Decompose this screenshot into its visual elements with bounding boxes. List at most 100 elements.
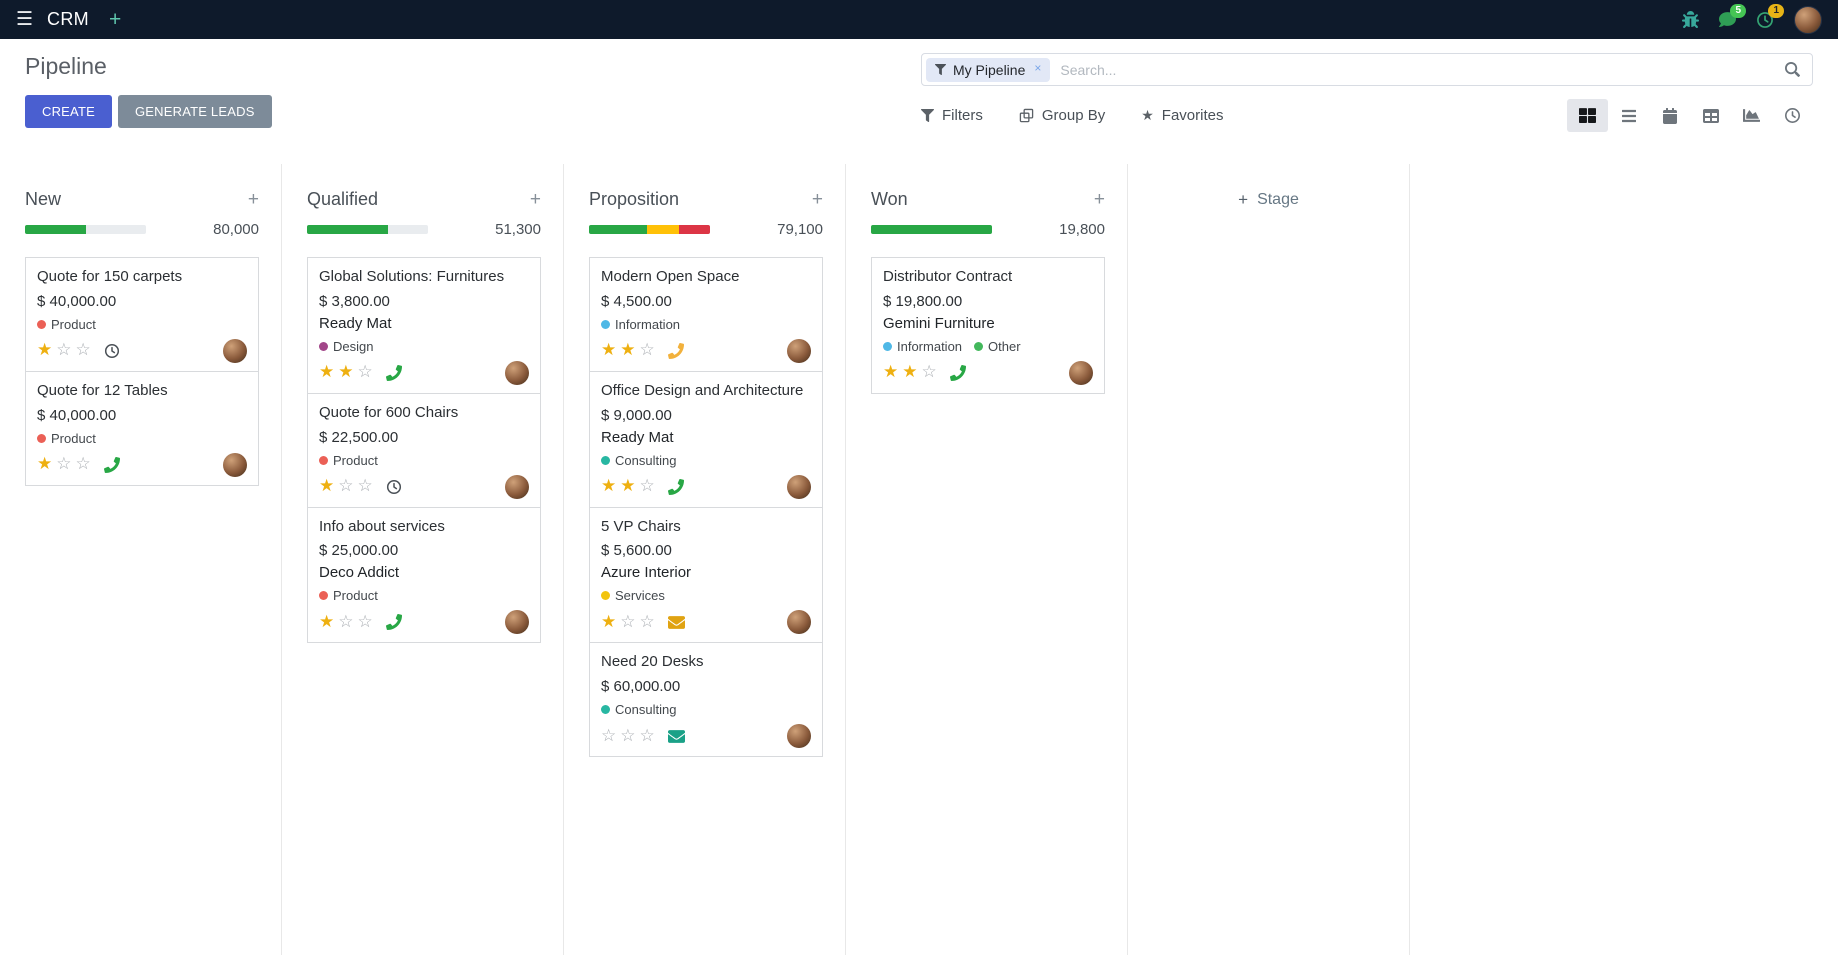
search-bar[interactable]: My Pipeline ×: [921, 53, 1813, 86]
salesperson-avatar[interactable]: [505, 610, 529, 635]
apps-menu-icon[interactable]: ☰: [16, 9, 34, 30]
column-progressbar[interactable]: [25, 225, 146, 234]
progress-segment[interactable]: [307, 225, 389, 234]
progress-segment[interactable]: [871, 225, 992, 234]
kanban-card[interactable]: Modern Open Space $ 4,500.00 Information…: [589, 257, 823, 372]
kanban-card[interactable]: Quote for 12 Tables $ 40,000.00 Product …: [25, 370, 259, 486]
priority-star[interactable]: ★: [883, 362, 899, 382]
column-quick-create-icon[interactable]: +: [811, 189, 823, 210]
priority-star[interactable]: ☆: [639, 340, 655, 360]
search-input[interactable]: [1050, 61, 1785, 78]
phone-activity-icon[interactable]: [103, 456, 120, 473]
search-facet[interactable]: My Pipeline ×: [926, 57, 1051, 82]
priority-star[interactable]: ☆: [639, 725, 655, 745]
phone-activity-icon[interactable]: [385, 364, 402, 381]
priority-star[interactable]: ☆: [75, 340, 91, 360]
topbar-plus-icon[interactable]: +: [108, 8, 122, 31]
view-kanban-button[interactable]: [1567, 99, 1608, 132]
priority-star[interactable]: ★: [620, 340, 636, 360]
priority-star[interactable]: ★: [902, 362, 918, 382]
progress-segment[interactable]: [678, 225, 710, 234]
envelope-activity-icon[interactable]: [667, 728, 685, 745]
kanban-card[interactable]: Quote for 600 Chairs $ 22,500.00 Product…: [307, 392, 541, 508]
messages-icon[interactable]: 5: [1719, 4, 1746, 28]
filters-menu[interactable]: Filters: [921, 107, 983, 124]
salesperson-avatar[interactable]: [505, 474, 529, 499]
priority-star[interactable]: ★: [338, 362, 354, 382]
view-pivot-button[interactable]: [1690, 99, 1731, 132]
column-quick-create-icon[interactable]: +: [1093, 189, 1105, 210]
card-tags: Information: [601, 317, 811, 332]
phone-activity-icon[interactable]: [667, 478, 684, 495]
priority-star[interactable]: ★: [319, 476, 335, 495]
priority-star[interactable]: ☆: [56, 340, 72, 360]
priority-star[interactable]: ☆: [601, 725, 617, 745]
kanban-card[interactable]: 5 VP Chairs $ 5,600.00 Azure Interior Se…: [589, 506, 823, 644]
progress-segment[interactable]: [589, 225, 648, 234]
salesperson-avatar[interactable]: [1069, 360, 1093, 385]
priority-star[interactable]: ★: [620, 476, 636, 495]
progress-segment[interactable]: [25, 225, 86, 234]
priority-star[interactable]: ☆: [338, 476, 354, 495]
priority-star[interactable]: ★: [37, 454, 53, 473]
priority-star[interactable]: ☆: [639, 476, 655, 495]
view-activity-button[interactable]: [1772, 99, 1813, 132]
envelope-activity-icon[interactable]: [667, 614, 685, 631]
priority-star[interactable]: ★: [601, 611, 617, 631]
priority-star[interactable]: ☆: [357, 362, 373, 382]
salesperson-avatar[interactable]: [505, 360, 529, 385]
priority-star[interactable]: ☆: [357, 476, 373, 495]
clock-activity-icon[interactable]: [104, 343, 120, 359]
column-progressbar[interactable]: [589, 225, 710, 234]
salesperson-avatar[interactable]: [787, 610, 811, 635]
facet-remove-icon[interactable]: ×: [1034, 60, 1042, 75]
activities-icon[interactable]: 1: [1756, 3, 1784, 29]
kanban-card[interactable]: Quote for 150 carpets $ 40,000.00 Produc…: [25, 257, 259, 372]
priority-star[interactable]: ☆: [338, 611, 354, 631]
phone-activity-icon[interactable]: [667, 342, 684, 359]
priority-star[interactable]: ★: [319, 611, 335, 631]
priority-star[interactable]: ★: [319, 362, 335, 382]
create-button[interactable]: CREATE: [25, 95, 112, 128]
debug-bug-icon[interactable]: [1682, 11, 1699, 28]
priority-star[interactable]: ☆: [620, 725, 636, 745]
salesperson-avatar[interactable]: [787, 474, 811, 499]
priority-stars: ★ ★ ☆: [883, 363, 941, 382]
priority-star[interactable]: ☆: [620, 611, 636, 631]
salesperson-avatar[interactable]: [223, 452, 247, 477]
priority-star[interactable]: ☆: [357, 611, 373, 631]
kanban-card[interactable]: Need 20 Desks $ 60,000.00 Consulting ☆ ☆ ☆: [589, 642, 823, 757]
priority-star[interactable]: ☆: [639, 611, 655, 631]
column-progressbar[interactable]: [307, 225, 428, 234]
app-name[interactable]: CRM: [47, 9, 89, 29]
kanban-card[interactable]: Info about services $ 25,000.00 Deco Add…: [307, 506, 541, 644]
generate-leads-button[interactable]: GENERATE LEADS: [117, 95, 272, 128]
phone-activity-icon[interactable]: [385, 614, 402, 631]
salesperson-avatar[interactable]: [787, 724, 811, 748]
priority-star[interactable]: ☆: [75, 454, 91, 473]
view-calendar-button[interactable]: [1649, 99, 1690, 132]
favorites-menu[interactable]: ★ Favorites: [1141, 107, 1223, 124]
column-quick-create-icon[interactable]: +: [247, 189, 259, 210]
add-stage-button[interactable]: + Stage: [1128, 164, 1410, 955]
priority-star[interactable]: ☆: [921, 362, 937, 382]
clock-activity-icon[interactable]: [386, 479, 402, 495]
column-progressbar[interactable]: [871, 225, 992, 234]
view-graph-button[interactable]: [1731, 99, 1772, 132]
phone-activity-icon[interactable]: [949, 364, 966, 381]
salesperson-avatar[interactable]: [787, 338, 811, 363]
column-quick-create-icon[interactable]: +: [529, 189, 541, 210]
kanban-card[interactable]: Global Solutions: Furnitures $ 3,800.00 …: [307, 257, 541, 394]
priority-star[interactable]: ★: [37, 340, 53, 360]
kanban-card[interactable]: Office Design and Architecture $ 9,000.0…: [589, 370, 823, 508]
view-list-button[interactable]: [1608, 99, 1649, 132]
user-avatar[interactable]: [1794, 5, 1822, 34]
priority-star[interactable]: ★: [601, 340, 617, 360]
progress-segment[interactable]: [647, 225, 679, 234]
salesperson-avatar[interactable]: [223, 338, 247, 363]
kanban-card[interactable]: Distributor Contract $ 19,800.00 Gemini …: [871, 257, 1105, 394]
priority-star[interactable]: ☆: [56, 454, 72, 473]
search-icon[interactable]: [1785, 62, 1800, 77]
group-by-menu[interactable]: Group By: [1019, 107, 1105, 124]
priority-star[interactable]: ★: [601, 476, 617, 495]
